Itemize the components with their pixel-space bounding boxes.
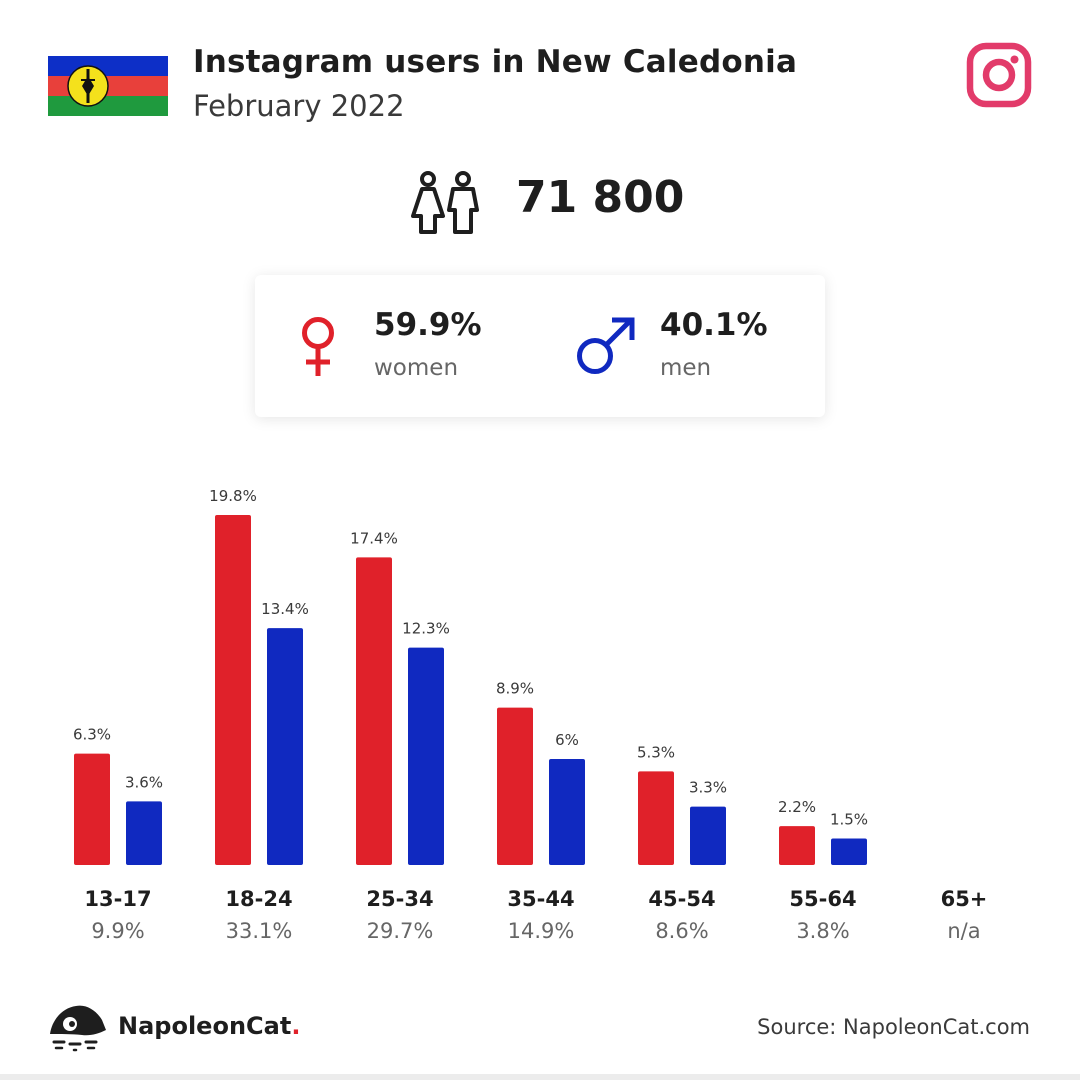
category-total-55-64: 3.8% <box>796 919 849 943</box>
category-label-65+: 65+ <box>941 887 988 911</box>
bar-men-18-24 <box>267 628 303 865</box>
category-label-18-24: 18-24 <box>225 887 292 911</box>
category-total-25-34: 29.7% <box>367 919 434 943</box>
bottom-strip <box>0 1074 1080 1080</box>
data-label-women-35-44: 8.9% <box>496 680 534 698</box>
category-label-35-44: 35-44 <box>507 887 574 911</box>
brand-text: NapoleonCat <box>118 1012 292 1040</box>
men-label: men <box>660 355 712 381</box>
bar-women-55-64 <box>779 826 815 865</box>
data-label-men-35-44: 6% <box>555 731 579 749</box>
bar-women-25-34 <box>356 557 392 865</box>
gender-split-card <box>255 275 825 417</box>
age-gender-bar-chart: 6.3% 3.6% 13-17 9.9% 19.8% 13.4% 18-24 33.1% 17.… <box>73 487 988 943</box>
brand-dot: . <box>291 1012 301 1040</box>
category-total-45-54: 8.6% <box>655 919 708 943</box>
page-subtitle: February 2022 <box>193 89 405 123</box>
category-label-45-54: 45-54 <box>648 887 715 911</box>
data-label-women-18-24: 19.8% <box>209 487 257 505</box>
category-label-55-64: 55-64 <box>789 887 856 911</box>
brand-name: NapoleonCat. <box>118 1012 300 1040</box>
bar-women-35-44 <box>497 707 533 865</box>
bar-women-18-24 <box>215 515 251 865</box>
napoleoncat-logo-icon <box>50 1005 106 1052</box>
users-icon <box>411 171 479 234</box>
bar-women-45-54 <box>638 771 674 865</box>
male-symbol-icon <box>577 317 635 374</box>
category-total-65+: n/a <box>947 919 980 943</box>
data-label-men-18-24: 13.4% <box>261 600 309 618</box>
total-users-value: 71 800 <box>516 172 685 223</box>
page-title: Instagram users in New Caledonia <box>193 44 798 80</box>
category-label-13-17: 13-17 <box>84 887 151 911</box>
bar-women-13-17 <box>74 753 110 865</box>
data-label-men-45-54: 3.3% <box>689 779 727 797</box>
data-label-women-55-64: 2.2% <box>778 798 816 816</box>
bar-men-25-34 <box>408 647 444 865</box>
bar-men-35-44 <box>549 758 585 865</box>
female-symbol-icon <box>302 317 334 376</box>
data-label-women-13-17: 6.3% <box>73 726 111 744</box>
category-total-18-24: 33.1% <box>226 919 293 943</box>
data-label-women-45-54: 5.3% <box>637 743 675 761</box>
category-label-25-34: 25-34 <box>366 887 433 911</box>
category-total-35-44: 14.9% <box>508 919 575 943</box>
women-percentage: 59.9% <box>374 307 482 343</box>
bar-men-55-64 <box>831 838 867 865</box>
new-caledonia-flag <box>48 56 168 116</box>
bar-men-45-54 <box>690 806 726 865</box>
men-percentage: 40.1% <box>660 307 768 343</box>
category-total-13-17: 9.9% <box>91 919 144 943</box>
source-note: Source: NapoleonCat.com <box>757 1015 1030 1039</box>
instagram-icon <box>966 42 1032 108</box>
data-label-men-25-34: 12.3% <box>402 620 450 638</box>
data-label-women-25-34: 17.4% <box>350 529 398 547</box>
data-label-men-55-64: 1.5% <box>830 810 868 828</box>
women-label: women <box>374 355 459 381</box>
data-label-men-13-17: 3.6% <box>125 773 163 791</box>
bar-men-13-17 <box>126 801 162 865</box>
